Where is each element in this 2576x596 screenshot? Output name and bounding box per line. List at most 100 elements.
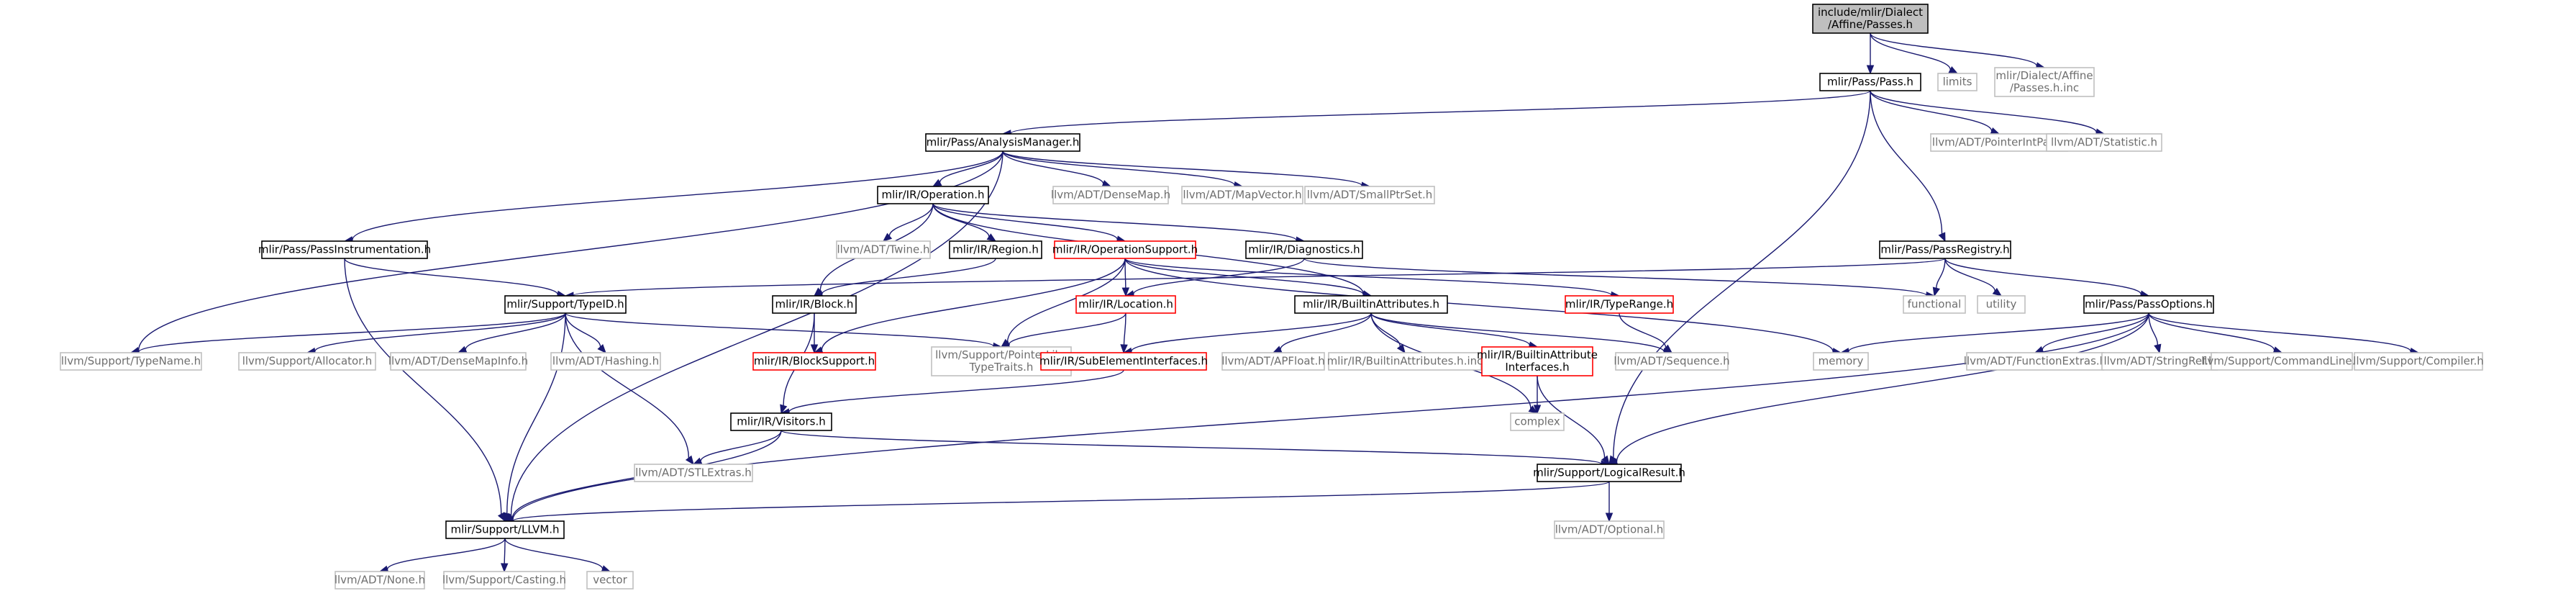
node-builtinattr[interactable]: mlir/IR/BuiltinAttributes.h bbox=[1294, 295, 1448, 314]
node-box bbox=[1040, 352, 1207, 371]
node-root[interactable]: include/mlir/Dialect/Affine/Passes.h bbox=[1812, 4, 1929, 34]
node-pass[interactable]: mlir/Pass/Pass.h bbox=[1819, 73, 1921, 91]
node-box bbox=[504, 295, 627, 314]
edge-subelem-to-visitors bbox=[780, 369, 1124, 416]
node-box bbox=[1554, 520, 1665, 539]
node-box bbox=[1994, 67, 2095, 97]
node-densemap: llvm/ADT/DenseMap.h bbox=[1051, 186, 1170, 204]
node-typeid[interactable]: mlir/Support/TypeID.h bbox=[504, 295, 627, 314]
node-twine: llvm/ADT/Twine.h bbox=[836, 240, 931, 259]
node-blocksupport[interactable]: mlir/IR/BlockSupport.h bbox=[752, 352, 876, 371]
node-compiler: llvm/Support/Compiler.h bbox=[2353, 352, 2484, 371]
node-box bbox=[2101, 352, 2218, 371]
node-block[interactable]: mlir/IR/Block.h bbox=[772, 295, 857, 314]
node-sequence: llvm/ADT/Sequence.h bbox=[1614, 352, 1730, 371]
node-diag[interactable]: mlir/IR/Diagnostics.h bbox=[1245, 240, 1363, 259]
edge-op-to-opsupport bbox=[932, 203, 1127, 243]
edge-passoptions-to-memory bbox=[1839, 312, 2149, 356]
node-box bbox=[925, 133, 1080, 152]
node-stat: llvm/ADT/Statistic.h bbox=[2046, 133, 2162, 152]
node-box bbox=[60, 352, 202, 371]
node-label: mlir/Pass/PassInstrumentation.h bbox=[258, 243, 431, 256]
edge-pi-to-typeid bbox=[344, 258, 567, 298]
node-box bbox=[238, 352, 376, 371]
node-box bbox=[334, 571, 425, 590]
node-label: complex bbox=[1514, 415, 1560, 428]
node-op[interactable]: mlir/IR/Operation.h bbox=[877, 186, 989, 204]
node-box bbox=[877, 186, 989, 204]
edge-passoptions-to-cmdline bbox=[2148, 312, 2283, 354]
node-box bbox=[1181, 186, 1303, 204]
node-box bbox=[1221, 352, 1325, 371]
edge-registry-to-passoptions bbox=[1944, 258, 2150, 298]
node-label: llvm/ADT/PointerIntPair.h bbox=[1932, 136, 2066, 149]
node-llvmh[interactable]: mlir/Support/LLVM.h bbox=[445, 520, 565, 539]
node-label: mlir/IR/Diagnostics.h bbox=[1248, 243, 1360, 256]
node-label: llvm/Support/CommandLine.h bbox=[2201, 355, 2362, 368]
node-label: functional bbox=[1908, 298, 1962, 311]
node-box bbox=[2354, 352, 2483, 371]
node-subelem[interactable]: mlir/IR/SubElementInterfaces.h bbox=[1039, 352, 1208, 371]
node-box bbox=[1565, 295, 1674, 314]
node-label: mlir/Pass/PassRegistry.h bbox=[1880, 243, 2009, 256]
node-label: llvm/ADT/APFloat.h bbox=[1221, 355, 1325, 368]
node-label: llvm/ADT/Twine.h bbox=[837, 243, 929, 256]
header-nodes: include/mlir/Dialect/Affine/Passes.h mlir… bbox=[60, 4, 2484, 590]
node-label: mlir/IR/BuiltinAttribute bbox=[1477, 348, 1598, 361]
node-label: llvm/ADT/STLExtras.h bbox=[635, 466, 752, 479]
node-box bbox=[1879, 240, 2011, 259]
node-box bbox=[443, 571, 565, 590]
node-visitors[interactable]: mlir/IR/Visitors.h bbox=[730, 412, 832, 431]
edge-typeid-to-hashing bbox=[565, 312, 606, 353]
edge-llvmh-to-casting bbox=[500, 538, 509, 573]
node-label: llvm/ADT/Optional.h bbox=[1555, 523, 1664, 536]
node-region[interactable]: mlir/IR/Region.h bbox=[949, 240, 1042, 259]
edge-typeid-to-stlextras bbox=[565, 312, 694, 466]
edge-visitors-to-stlextras bbox=[692, 430, 782, 465]
edge-registry-to-typeid bbox=[564, 258, 1946, 299]
node-casting: llvm/Support/Casting.h bbox=[442, 571, 566, 590]
node-box bbox=[634, 464, 753, 482]
node-am[interactable]: mlir/Pass/AnalysisManager.h bbox=[925, 133, 1080, 152]
node-registry[interactable]: mlir/Pass/PassRegistry.h bbox=[1879, 240, 2011, 259]
edge-llvmh-to-none bbox=[378, 538, 506, 573]
node-label: mlir/IR/SubElementInterfaces.h bbox=[1039, 355, 1208, 368]
node-box bbox=[1481, 346, 1593, 376]
node-label: TypeTraits.h bbox=[969, 361, 1034, 374]
node-box bbox=[730, 412, 832, 431]
node-label: mlir/Support/TypeID.h bbox=[506, 298, 624, 311]
node-box bbox=[2083, 295, 2214, 314]
node-box bbox=[1977, 295, 2026, 314]
node-functional: functional bbox=[1903, 295, 1966, 314]
node-label: llvm/ADT/Statistic.h bbox=[2051, 136, 2157, 149]
node-box bbox=[1537, 464, 1682, 482]
node-mapvec: llvm/ADT/MapVector.h bbox=[1181, 186, 1303, 204]
edge-root-to-passesinc bbox=[1870, 32, 2046, 70]
node-typerange[interactable]: mlir/IR/TypeRange.h bbox=[1565, 295, 1674, 314]
node-box bbox=[772, 295, 857, 314]
node-logical[interactable]: mlir/Support/LogicalResult.h bbox=[1533, 464, 1685, 482]
node-box bbox=[1054, 240, 1196, 259]
node-opsupport[interactable]: mlir/IR/OperationSupport.h bbox=[1052, 240, 1198, 259]
node-hashing: llvm/ADT/Hashing.h bbox=[550, 352, 661, 371]
node-location[interactable]: mlir/IR/Location.h bbox=[1075, 295, 1176, 314]
edge-typeid-to-llvmh bbox=[503, 312, 566, 523]
node-label: mlir/IR/BuiltinAttributes.h.inc bbox=[1327, 355, 1483, 368]
node-passesinc: mlir/Dialect/Affine/Passes.h.inc bbox=[1994, 67, 2095, 97]
edge-pass-to-logical bbox=[1608, 90, 1871, 466]
node-label: mlir/Dialect/Affine bbox=[1995, 69, 2093, 82]
node-passoptions[interactable]: mlir/Pass/PassOptions.h bbox=[2083, 295, 2214, 314]
edge-typeid-to-typename bbox=[129, 312, 566, 356]
node-cmdline: llvm/Support/CommandLine.h bbox=[2201, 352, 2362, 371]
node-box bbox=[1075, 295, 1176, 314]
edge-logical-to-llvmh bbox=[504, 481, 1610, 525]
node-label: mlir/Pass/AnalysisManager.h bbox=[927, 136, 1080, 149]
node-pi[interactable]: mlir/Pass/PassInstrumentation.h bbox=[258, 240, 431, 259]
node-pip: llvm/ADT/PointerIntPair.h bbox=[1930, 133, 2068, 152]
node-label: llvm/ADT/Sequence.h bbox=[1614, 355, 1729, 368]
edge-pass-to-pip bbox=[1870, 90, 2001, 135]
node-label: mlir/IR/BlockSupport.h bbox=[754, 355, 875, 368]
node-box bbox=[1813, 352, 1869, 371]
